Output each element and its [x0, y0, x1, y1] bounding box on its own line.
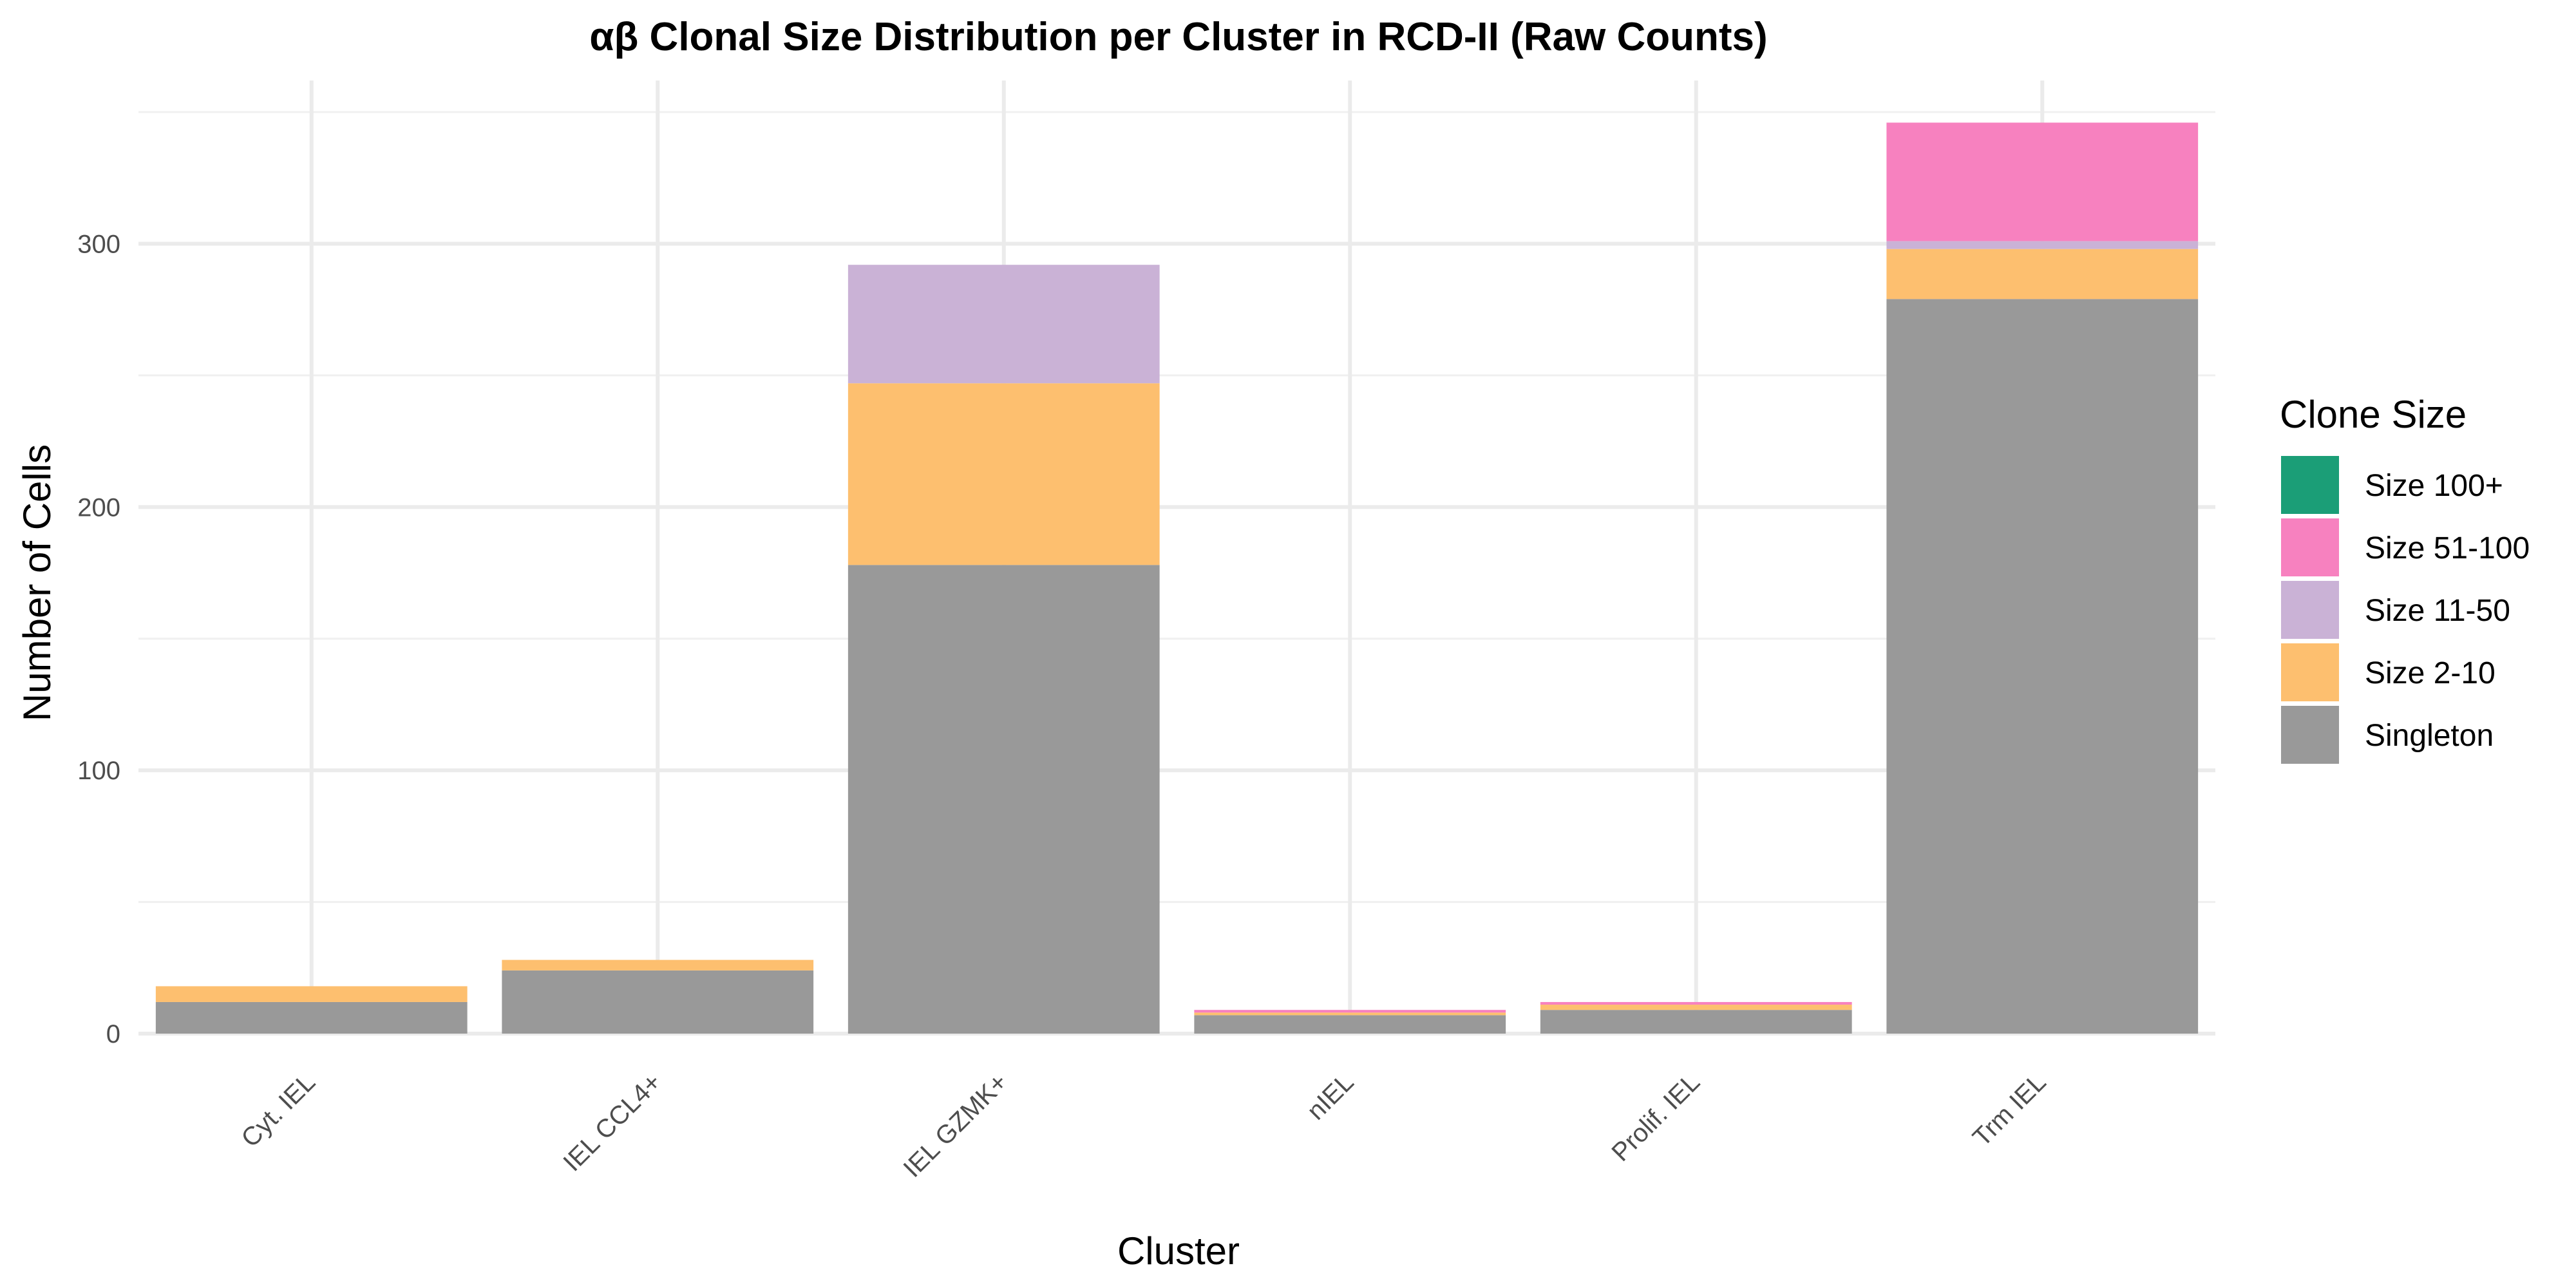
x-tick-label: IEL GZMK+ [898, 1068, 1014, 1183]
x-tick-label: Cyt. IEL [236, 1068, 321, 1153]
legend-label: Size 100+ [2365, 469, 2503, 503]
x-tick-label: IEL CCL4+ [558, 1068, 667, 1177]
bars [155, 122, 2199, 1034]
legend-swatch [2281, 456, 2339, 514]
bar-segment [155, 986, 468, 1002]
bar-segment [1886, 299, 2199, 1034]
bar-segment [1540, 1010, 1852, 1034]
legend-swatch [2281, 518, 2339, 576]
legend-title: Clone Size [2280, 393, 2467, 436]
legend-swatch [2281, 643, 2339, 701]
legend-swatch [2281, 581, 2339, 639]
bar-segment [848, 565, 1160, 1034]
bar-segment [1194, 1015, 1506, 1034]
legend-label: Size 51-100 [2365, 531, 2530, 565]
bar-segment [848, 383, 1160, 565]
bar-segment [1540, 1001, 1852, 1005]
y-tick-label: 300 [77, 230, 120, 258]
y-tick-label: 100 [77, 757, 120, 785]
legend-label: Size 2-10 [2365, 656, 2496, 690]
bar-segment [848, 265, 1160, 384]
bar-segment [1540, 1005, 1852, 1010]
y-tick-label: 200 [77, 493, 120, 522]
bar-segment [502, 970, 814, 1034]
legend-label: Singleton [2365, 719, 2494, 753]
x-axis-title: Cluster [1117, 1229, 1240, 1273]
legend: Clone Size Size 100+ Size 51-100 Size 11-5… [2280, 393, 2530, 764]
bar-segment [502, 960, 814, 971]
x-tick-label: Prolif. IEL [1606, 1068, 1705, 1167]
chart-title: αβ Clonal Size Distribution per Cluster … [589, 15, 1767, 59]
bar-segment [1194, 1012, 1506, 1016]
y-tick-label: 0 [106, 1020, 120, 1048]
bar-segment [1886, 122, 2199, 242]
y-axis-title: Number of Cells [15, 444, 59, 721]
bar-segment [1886, 241, 2199, 249]
legend-label: Size 11-50 [2365, 594, 2510, 628]
legend-swatch [2281, 706, 2339, 764]
bar-segment [155, 1001, 468, 1034]
x-tick-label: nIEL [1302, 1068, 1359, 1125]
x-tick-label: Trm IEL [1967, 1068, 2052, 1152]
bar-segment [1886, 249, 2199, 299]
legend-items: Size 100+ Size 51-100 Size 11-50 Size 2-10 S… [2281, 456, 2530, 764]
bar-segment [1194, 1010, 1506, 1013]
